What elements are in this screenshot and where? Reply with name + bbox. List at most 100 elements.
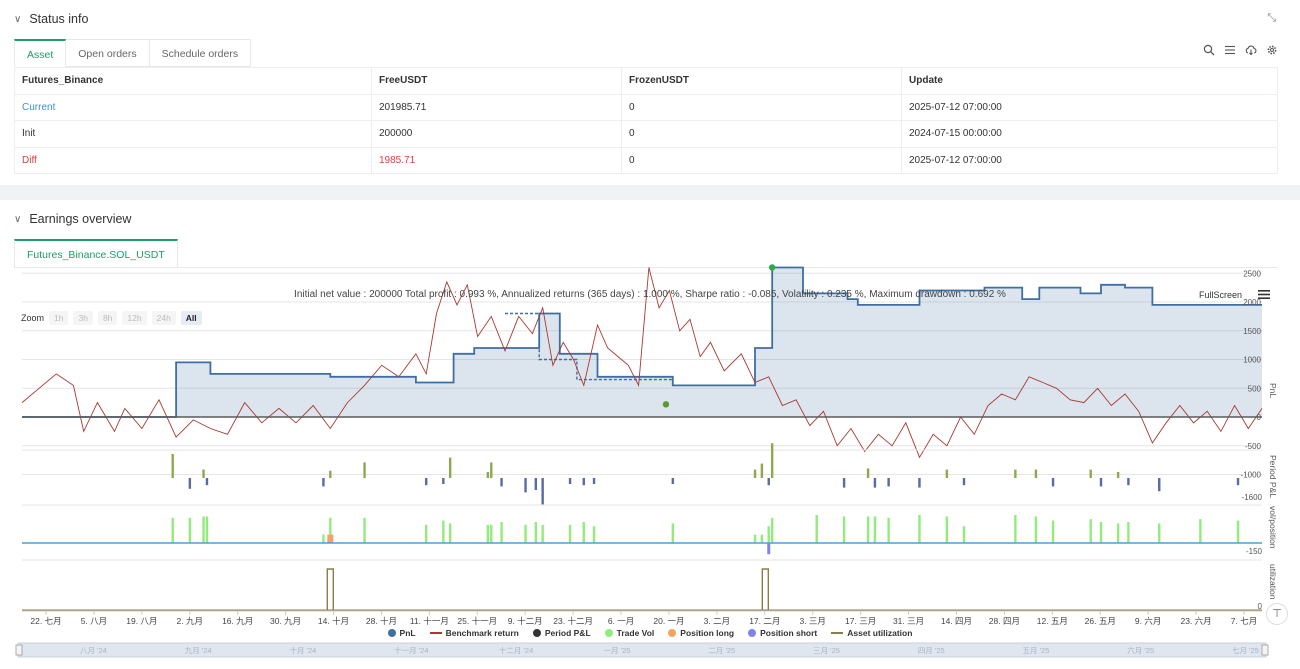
- trade-vol-bar: [568, 524, 572, 543]
- tab-schedule-orders[interactable]: Schedule orders: [149, 39, 252, 67]
- x-tick-label: 23. 十二月: [553, 616, 593, 626]
- status-header[interactable]: ∨ Status info: [14, 12, 88, 26]
- trade-vol-bar: [1127, 522, 1130, 543]
- position-short-bar: [767, 543, 771, 555]
- row-free: 201985.71: [371, 93, 622, 121]
- row-label: Init: [14, 120, 372, 148]
- zoom-3h-button[interactable]: 3h: [73, 311, 93, 325]
- pnl-tick-label: 500: [1248, 384, 1262, 393]
- fullscreen-button[interactable]: FullScreen: [1198, 290, 1242, 300]
- trade-vol-bar: [582, 522, 585, 543]
- search-icon[interactable]: [1203, 44, 1215, 56]
- row-free: 1985.71: [371, 146, 622, 174]
- period-bar: [1116, 472, 1120, 478]
- navigator-label: 六月 '25: [1127, 645, 1154, 655]
- period-bar: [322, 478, 325, 487]
- legend-asset-utilization[interactable]: Asset utilization: [831, 628, 912, 638]
- trade-vol-bar: [866, 516, 870, 543]
- pnl-tick-label: 1000: [1243, 356, 1261, 365]
- collapse-icon[interactable]: ⤡: [1267, 12, 1276, 24]
- cloud-download-icon[interactable]: [1245, 44, 1257, 56]
- earnings-chart[interactable]: 2500 2000 1500 1000 500 0 -500 -1000 PnL -1600 Per…: [0, 200, 1300, 669]
- period-bar: [873, 478, 877, 488]
- period-bar: [945, 469, 949, 478]
- vol-axis-label: vol/position: [1268, 506, 1278, 549]
- trade-vol-bar: [1051, 520, 1055, 543]
- trade-vol-bar: [962, 526, 966, 543]
- row-frozen: 0: [621, 120, 902, 148]
- list-icon[interactable]: [1224, 44, 1236, 56]
- trade-vol-bar: [842, 516, 846, 543]
- period-bar: [760, 463, 764, 478]
- zoom-8h-button[interactable]: 8h: [97, 311, 118, 325]
- gear-icon[interactable]: [1266, 44, 1278, 56]
- util-axis-label: utilization: [1268, 564, 1278, 600]
- legend-dot: [748, 629, 757, 637]
- period-bar: [753, 469, 757, 478]
- col-free: FreeUSDT: [371, 67, 622, 95]
- period-bar: [442, 478, 445, 484]
- period-bar: [1014, 469, 1017, 478]
- row-label: Diff: [14, 146, 372, 174]
- trade-vol-bar: [486, 524, 490, 543]
- period-bar: [918, 478, 921, 488]
- col-frozen: FrozenUSDT: [621, 67, 902, 95]
- utilization-spike: [761, 568, 770, 610]
- period-bar: [188, 478, 192, 489]
- zoom-controls: Zoom 1h 3h 8h 12h 24h All: [21, 311, 202, 325]
- legend-benchmark[interactable]: Benchmark return: [429, 628, 519, 638]
- row-frozen: 0: [621, 146, 902, 174]
- menu-icon[interactable]: [1258, 289, 1270, 300]
- navigator-label: 七月 '25: [1232, 646, 1259, 655]
- x-tick-label: 20. 一月: [653, 616, 684, 626]
- col-exchange: Futures_Binance: [14, 67, 372, 95]
- legend-period-pnl[interactable]: Period P&L: [532, 628, 591, 638]
- period-bar: [592, 478, 596, 484]
- earnings-header[interactable]: ∨ Earnings overview: [14, 212, 131, 226]
- scroll-top-button[interactable]: ⊤: [1266, 603, 1288, 625]
- navigator-handle-left: [15, 644, 23, 656]
- chart-legend: PnL Benchmark return Period P&L Trade Vo…: [0, 628, 1300, 638]
- period-bar: [671, 478, 675, 484]
- x-tick-label: 22. 七月: [30, 616, 61, 626]
- period-bar: [171, 454, 174, 478]
- navigator-label: 十月 '24: [289, 645, 316, 655]
- col-update: Update: [901, 67, 1278, 95]
- zoom-1h-button[interactable]: 1h: [49, 311, 69, 325]
- period-bar: [1158, 478, 1161, 492]
- chevron-down-icon[interactable]: ∨: [14, 13, 22, 25]
- x-tick-label: 23. 六月: [1180, 616, 1211, 626]
- zoom-12h-button[interactable]: 12h: [122, 311, 147, 325]
- chevron-down-icon[interactable]: ∨: [14, 213, 22, 225]
- tab-asset[interactable]: Asset: [14, 39, 67, 67]
- trade-vol-bar: [671, 523, 675, 543]
- period-bar: [448, 457, 452, 478]
- trade-vol-bar: [1014, 515, 1017, 543]
- table-toolbar: [1203, 44, 1278, 56]
- period-bar: [1127, 478, 1130, 486]
- navigator-label: 八月 '24: [80, 646, 107, 655]
- earnings-title: Earnings overview: [29, 212, 132, 226]
- row-update: 2024-07-15 00:00:00: [901, 120, 1278, 148]
- legend-pnl[interactable]: PnL: [387, 628, 416, 638]
- legend-position-short[interactable]: Position short: [748, 628, 817, 638]
- x-tick-label: 28. 十月: [366, 616, 397, 626]
- x-tick-label: 28. 四月: [989, 616, 1020, 626]
- trade-vol-bar: [541, 524, 544, 543]
- legend-trade-vol[interactable]: Trade Vol: [604, 628, 654, 638]
- trade-vol-bar: [534, 522, 538, 543]
- trade-vol-bar: [329, 517, 332, 543]
- tab-open-orders[interactable]: Open orders: [66, 39, 150, 67]
- trade-vol-bar: [815, 515, 818, 543]
- navigator-label: 五月 '25: [1023, 646, 1050, 655]
- trade-vol-bar: [1236, 520, 1240, 543]
- trade-vol-bar: [1158, 523, 1161, 543]
- trade-vol-bar: [767, 526, 770, 543]
- legend-position-long[interactable]: Position long: [668, 628, 734, 638]
- max-marker: [768, 264, 776, 271]
- trade-vol-bar: [760, 534, 764, 543]
- trade-vol-bar: [918, 515, 921, 543]
- zoom-24h-button[interactable]: 24h: [151, 311, 176, 325]
- zoom-all-button[interactable]: All: [180, 311, 202, 325]
- pnl-line: [22, 266, 1262, 418]
